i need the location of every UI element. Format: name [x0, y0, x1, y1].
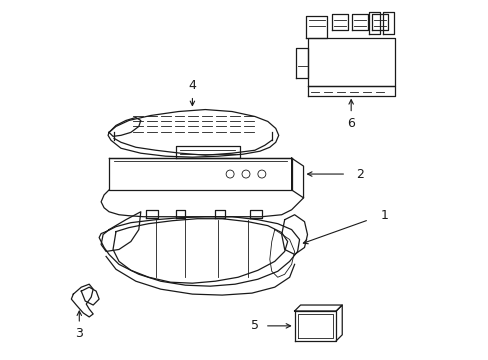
Text: 6: 6	[346, 117, 354, 130]
Text: 5: 5	[250, 319, 258, 332]
Text: 1: 1	[380, 209, 388, 222]
Text: 4: 4	[188, 79, 196, 92]
Text: 2: 2	[355, 167, 363, 181]
Text: 3: 3	[75, 327, 83, 340]
